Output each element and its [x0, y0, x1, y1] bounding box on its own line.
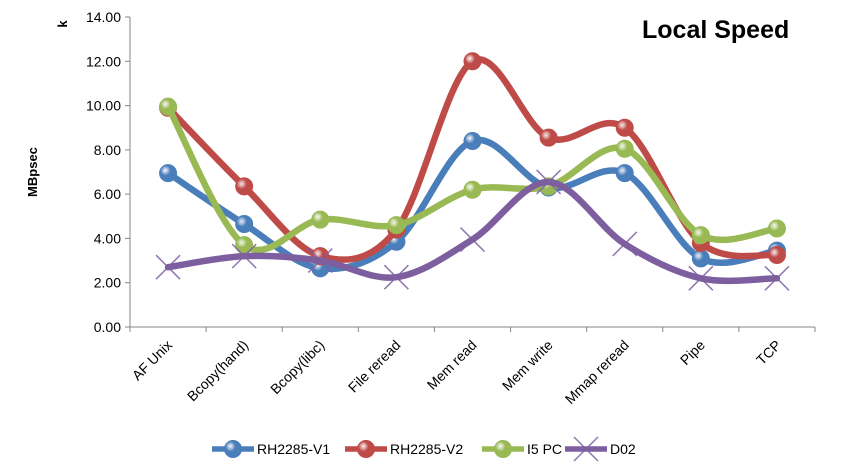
legend-item: I5 PC — [482, 440, 562, 458]
legend-label: RH2285-V1 — [257, 441, 330, 457]
data-point — [536, 169, 562, 195]
legend-item: RH2285-V1 — [212, 440, 330, 458]
legend-marker — [573, 436, 599, 462]
y-tick-label: 14.00 — [86, 9, 121, 25]
legend-marker — [357, 440, 375, 458]
data-point — [231, 243, 257, 269]
data-point — [539, 128, 558, 147]
y-tick-label: 6.00 — [94, 186, 121, 202]
data-point — [463, 180, 482, 199]
y-axis-unit: k — [55, 20, 70, 28]
data-point — [159, 97, 178, 116]
data-point — [691, 226, 710, 245]
series-line — [164, 56, 781, 263]
series-i5-pc — [159, 97, 786, 255]
data-point — [463, 132, 482, 150]
x-tick-label: Mem write — [499, 337, 556, 394]
data-point — [615, 139, 634, 158]
x-tick-label: TCP — [753, 337, 784, 368]
legend: RH2285-V1 RH2285-V2 I5 PC D02 — [212, 436, 636, 462]
legend-label: RH2285-V2 — [390, 441, 463, 457]
x-tick-label: File reread — [345, 337, 404, 396]
data-point — [155, 254, 181, 280]
y-tick-label: 0.00 — [94, 319, 121, 335]
legend-item: D02 — [565, 436, 636, 462]
data-point — [235, 215, 254, 234]
x-tick-label: Mmap reread — [562, 337, 632, 407]
data-point — [767, 246, 786, 265]
y-axis-title: MBpsec — [25, 147, 40, 197]
y-tick-label: 4.00 — [94, 230, 121, 246]
x-tick-label: Bcopy(libc) — [267, 337, 327, 397]
y-tick-label: 10.00 — [86, 98, 121, 114]
x-tick-label: AF Unix — [129, 337, 176, 384]
chart-title: Local Speed — [642, 16, 789, 44]
data-point — [387, 216, 406, 235]
data-point — [307, 248, 333, 274]
data-point — [688, 265, 714, 291]
legend-marker — [224, 440, 242, 458]
data-point — [767, 219, 786, 238]
data-point — [691, 249, 710, 268]
data-point — [459, 227, 486, 253]
data-point — [383, 264, 409, 290]
axes: 0.00 2.00 4.00 6.00 8.00 10.00 12.00 14.00 AF Un… — [86, 9, 816, 407]
legend-item: RH2285-V2 — [345, 440, 463, 458]
data-point — [235, 177, 254, 196]
data-point — [764, 265, 790, 291]
x-tick-label: Bcopy(hand) — [184, 337, 251, 404]
data-point — [159, 164, 178, 183]
data-point — [615, 118, 634, 137]
y-tick-label: 8.00 — [94, 142, 121, 158]
y-tick-label: 12.00 — [86, 53, 121, 69]
data-point — [463, 52, 482, 71]
legend-marker — [494, 440, 512, 458]
x-tick-label: Mem read — [424, 337, 480, 393]
data-point — [612, 231, 638, 257]
plot-area — [155, 52, 790, 291]
data-point — [615, 164, 634, 183]
x-tick-label: Pipe — [677, 337, 708, 368]
legend-label: I5 PC — [527, 441, 562, 457]
data-point — [311, 210, 330, 229]
series-d02 — [155, 169, 790, 291]
legend-label: D02 — [610, 441, 636, 457]
y-tick-label: 2.00 — [94, 275, 121, 291]
